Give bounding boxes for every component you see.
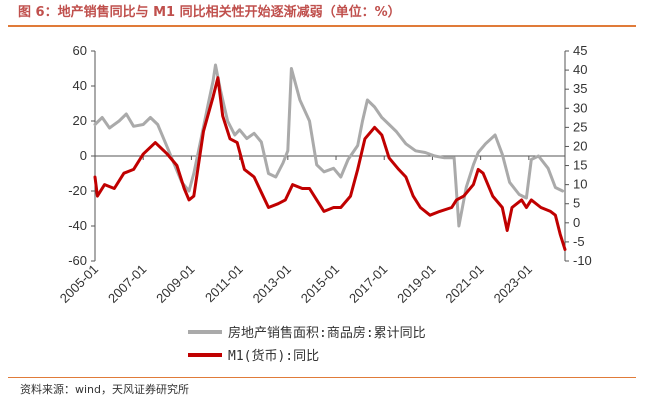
left-tick-label: 60 (73, 43, 87, 58)
right-tick-label: 30 (573, 100, 587, 115)
axes-group: -60 -40 -20 0 20 40 60 -10 -5 0 5 10 15 20 25 30 35 40 45 2… (57, 43, 592, 306)
x-tick-label: 2021-01 (442, 262, 486, 306)
source-note: 资料来源：wind，天风证券研究所 (20, 383, 190, 396)
left-tick-label: -20 (68, 183, 87, 198)
series-line-m1 (93, 76, 567, 251)
x-tick-label: 2013-01 (250, 262, 294, 306)
x-tick-label: 2009-01 (153, 262, 197, 306)
x-tick-label: 2017-01 (346, 262, 390, 306)
figure-title: 图 6：地产销售同比与 M1 同比相关性开始逐渐减弱（单位：%） (18, 5, 401, 20)
left-tick-label: -60 (68, 253, 87, 268)
legend-label: M1(货币):同比 (228, 348, 319, 364)
right-tick-label: -5 (573, 234, 585, 249)
right-tick-label: 35 (573, 81, 587, 96)
footer-rule (8, 377, 636, 378)
x-tick-label: 2023-01 (491, 262, 535, 306)
right-tick-label: 40 (573, 62, 587, 77)
left-tick-label: 0 (80, 148, 87, 163)
x-tick-label: 2007-01 (105, 262, 149, 306)
left-tick-label: 40 (73, 78, 87, 93)
legend-label: 房地产销售面积:商品房:累计同比 (228, 325, 426, 341)
right-tick-label: 15 (573, 158, 587, 173)
right-tick-label: 5 (573, 196, 580, 211)
right-tick-label: 25 (573, 119, 587, 134)
right-tick-label: 10 (573, 177, 587, 192)
x-tick-label: 2015-01 (298, 262, 342, 306)
x-tick-label: 2005-01 (57, 262, 101, 306)
x-tick-label: 2011-01 (202, 262, 246, 306)
series-line-property-sales (93, 63, 565, 228)
legend-group: 房地产销售面积:商品房:累计同比 M1(货币):同比 (188, 325, 426, 364)
left-tick-label: 20 (73, 113, 87, 128)
left-tick-label: -40 (68, 218, 87, 233)
right-tick-label: -10 (573, 253, 592, 268)
series-group (93, 63, 567, 251)
right-tick-label: 0 (573, 215, 580, 230)
right-tick-label: 45 (573, 43, 587, 58)
x-tick-label: 2019-01 (394, 262, 438, 306)
right-tick-label: 20 (573, 138, 587, 153)
title-underline (8, 25, 636, 27)
